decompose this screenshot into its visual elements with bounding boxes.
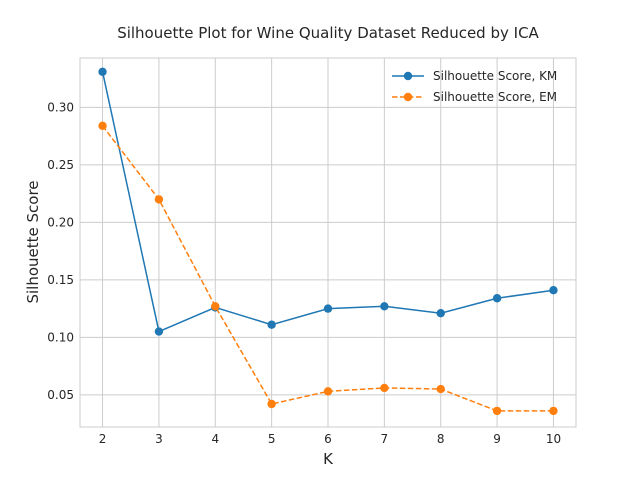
y-tick-label: 0.10 — [47, 330, 74, 344]
data-point — [323, 387, 333, 396]
x-tick-label: 3 — [155, 432, 163, 446]
y-tick-label: 0.25 — [47, 158, 74, 172]
data-point — [380, 383, 389, 393]
y-tick-label: 0.15 — [47, 273, 74, 287]
x-tick-label: 9 — [493, 432, 501, 446]
data-point — [267, 399, 276, 409]
data-point — [492, 406, 502, 416]
data-series — [98, 67, 558, 416]
data-point — [211, 302, 220, 311]
data-point — [323, 304, 333, 313]
series-2 — [98, 121, 558, 416]
x-axis-label: K — [323, 450, 334, 468]
chart-title: Silhouette Plot for Wine Quality Dataset… — [117, 24, 539, 42]
x-tick-label: 6 — [324, 432, 332, 446]
y-tick-label: 0.30 — [47, 100, 74, 114]
data-point — [549, 406, 558, 416]
data-point — [154, 327, 164, 336]
data-point — [154, 195, 164, 204]
x-tick-label: 7 — [381, 432, 389, 446]
data-point — [98, 67, 107, 76]
x-tick-label: 10 — [546, 432, 561, 446]
axis-tick-labels: 2 3 4 5 6 7 8 9 10 0.05 0.10 0.15 0.20 0.25 0.30 — [47, 100, 561, 446]
data-point — [492, 294, 502, 303]
y-axis-label: Silhouette Score — [24, 180, 42, 303]
x-tick-label: 2 — [99, 432, 107, 446]
x-tick-label: 8 — [437, 432, 445, 446]
legend-marker — [403, 71, 413, 81]
data-point — [380, 302, 389, 311]
data-point — [98, 121, 107, 131]
legend-label: Silhouette Score, EM — [433, 90, 557, 104]
chart-legend: Silhouette Score, KM Silhouette Score, EM — [392, 69, 557, 104]
legend-label: Silhouette Score, KM — [433, 69, 557, 83]
legend-marker — [403, 92, 413, 102]
data-point — [267, 320, 276, 329]
x-tick-label: 4 — [211, 432, 219, 446]
data-point — [436, 308, 445, 318]
data-point — [436, 384, 445, 394]
y-tick-label: 0.20 — [47, 215, 74, 229]
y-tick-label: 0.05 — [47, 388, 74, 402]
plot-area-frame — [79, 57, 577, 428]
x-tick-label: 5 — [268, 432, 276, 446]
data-point — [549, 286, 558, 295]
